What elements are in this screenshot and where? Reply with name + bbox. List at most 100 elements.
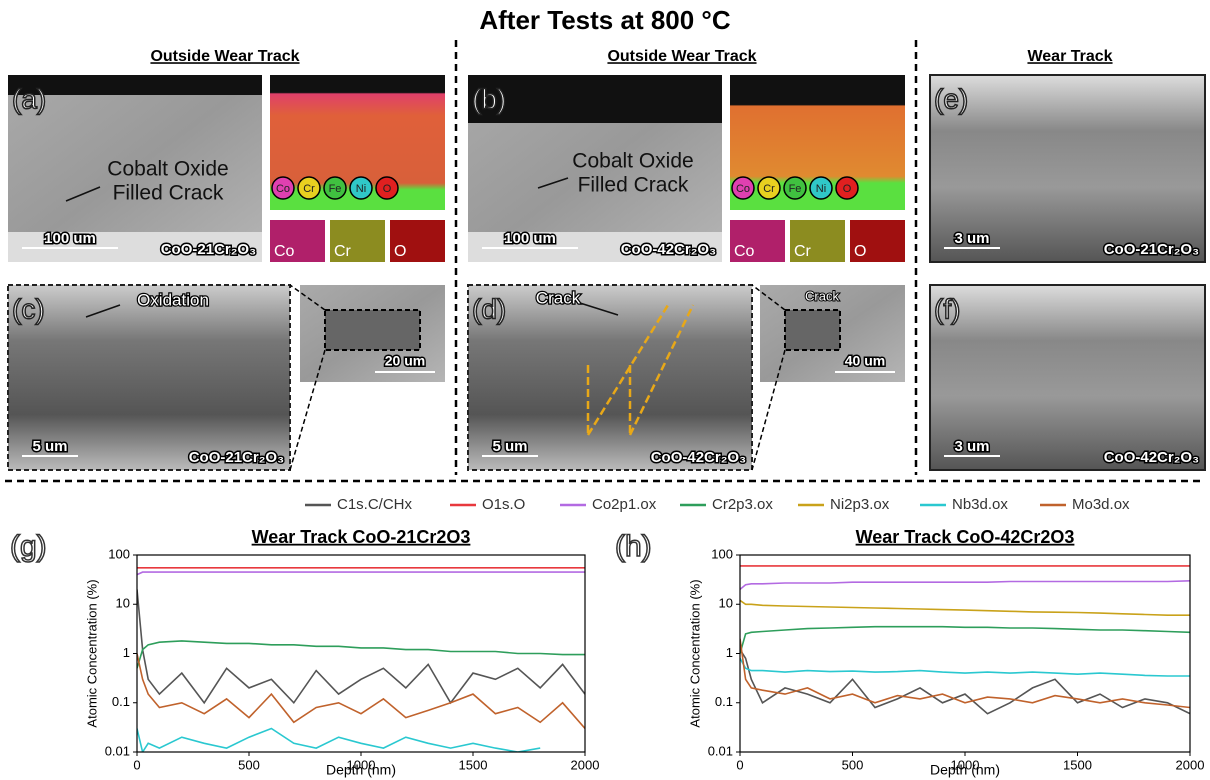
x-tick-label: 1500: [459, 757, 488, 772]
y-tick-label: 10: [116, 596, 130, 611]
element-label: Co: [276, 183, 290, 195]
element-label: O: [843, 183, 852, 195]
inset-box: [324, 309, 421, 351]
x-tick-label: 2000: [571, 757, 600, 772]
scale-bar-label: 5 um: [32, 438, 67, 455]
element-marker: [375, 176, 399, 200]
sample-label: CoO-42Cr₂O₃: [651, 449, 746, 466]
series-line: [740, 638, 1190, 709]
crack-line: [586, 304, 695, 436]
series-line: [137, 640, 585, 669]
micrograph-border: [929, 74, 1206, 263]
scale-bar-label: 3 um: [954, 438, 989, 455]
panel-label: (b): [472, 83, 506, 114]
arrow: [65, 186, 101, 202]
micrograph: [930, 75, 1205, 262]
element-marker: [783, 176, 807, 200]
x-tick-label: 500: [238, 757, 260, 772]
element-label: Cr: [303, 183, 315, 195]
series-line: [137, 571, 585, 576]
x-tick-label: 2000: [1176, 757, 1205, 772]
element-map: [270, 220, 325, 262]
section-header: Outside Wear Track: [150, 48, 299, 65]
sample-label: CoO-21Cr₂O₃: [161, 241, 256, 258]
annotation: Crack: [536, 288, 581, 307]
chart-title: Wear Track CoO-42Cr2O3: [856, 527, 1075, 547]
sample-label: CoO-42Cr₂O₃: [1104, 449, 1199, 466]
micrograph-border: [929, 284, 1206, 471]
series-line: [137, 589, 585, 705]
y-tick-label: 0.01: [708, 743, 733, 758]
y-tick-label: 0.1: [112, 694, 130, 709]
y-tick-label: 0.1: [715, 694, 733, 709]
element-label: O: [383, 183, 392, 195]
scale-bar-label: 100 um: [504, 230, 556, 247]
x-axis-label: Depth (nm): [930, 762, 1000, 778]
element-marker: [271, 176, 295, 200]
series-line: [137, 653, 585, 730]
micrograph: [8, 75, 262, 262]
series-line: [137, 727, 541, 752]
annotation: Crack: [805, 288, 839, 303]
element-map: [790, 220, 845, 262]
legend-label: Ni2p3.ox: [830, 496, 890, 513]
element-label: Fe: [789, 183, 802, 195]
inset-leader: [289, 284, 326, 471]
y-tick-label: 0.01: [105, 743, 130, 758]
micrograph-top: [8, 75, 262, 95]
micrograph-border: [467, 284, 753, 471]
legend-label: Cr2p3.ox: [712, 496, 773, 513]
y-tick-label: 1: [726, 645, 733, 660]
legend-label: Nb3d.ox: [952, 496, 1008, 513]
chart-panel-label: (h): [615, 530, 652, 563]
x-tick-label: 0: [133, 757, 140, 772]
arrow: [579, 302, 619, 316]
arrow: [85, 304, 121, 318]
scale-bar-label: 100 um: [44, 230, 96, 247]
element-marker: [757, 176, 781, 200]
element-map-label: O: [394, 243, 406, 260]
element-map: [850, 220, 905, 262]
x-tick-label: 1000: [347, 757, 376, 772]
series-line: [740, 580, 1190, 591]
plot-frame: [136, 554, 586, 753]
micrograph-top: [468, 75, 722, 123]
series-line: [740, 599, 1190, 616]
element-marker: [835, 176, 859, 200]
scale-bar-label: 40 um: [845, 353, 885, 369]
section-header: Outside Wear Track: [607, 48, 756, 65]
element-map-label: Co: [734, 243, 755, 260]
sample-label: CoO-42Cr₂O₃: [621, 241, 716, 258]
section-header: Wear Track: [1027, 48, 1112, 65]
x-tick-label: 1000: [951, 757, 980, 772]
panel-label: (a): [12, 83, 46, 114]
element-map-label: Cr: [794, 243, 812, 260]
element-map-label: O: [854, 243, 866, 260]
y-tick-label: 1: [123, 645, 130, 660]
annotation: Oxidation: [137, 290, 209, 309]
element-map: [730, 220, 785, 262]
micrograph: [468, 285, 752, 470]
x-tick-label: 500: [842, 757, 864, 772]
y-axis-label: Atomic Concentration (%): [84, 579, 99, 727]
element-label: Fe: [329, 183, 342, 195]
x-tick-label: 0: [736, 757, 743, 772]
y-tick-label: 100: [108, 546, 130, 561]
panel-label: (f): [934, 293, 960, 324]
element-marker: [731, 176, 755, 200]
panel-label: (d): [472, 293, 506, 324]
scale-bar-label: 20 um: [385, 353, 425, 369]
annotation: Cobalt Oxide: [107, 158, 228, 181]
element-map-label: Co: [274, 243, 295, 260]
micrograph: [930, 285, 1205, 470]
legend-label: O1s.O: [482, 496, 525, 513]
series-line: [740, 657, 1190, 677]
element-label: Ni: [356, 183, 366, 195]
y-tick-label: 10: [719, 596, 733, 611]
annotation: Filled Crack: [113, 182, 224, 205]
annotation: Filled Crack: [578, 174, 689, 197]
chart-title: Wear Track CoO-21Cr2O3: [252, 527, 471, 547]
element-marker: [349, 176, 373, 200]
element-marker: [323, 176, 347, 200]
